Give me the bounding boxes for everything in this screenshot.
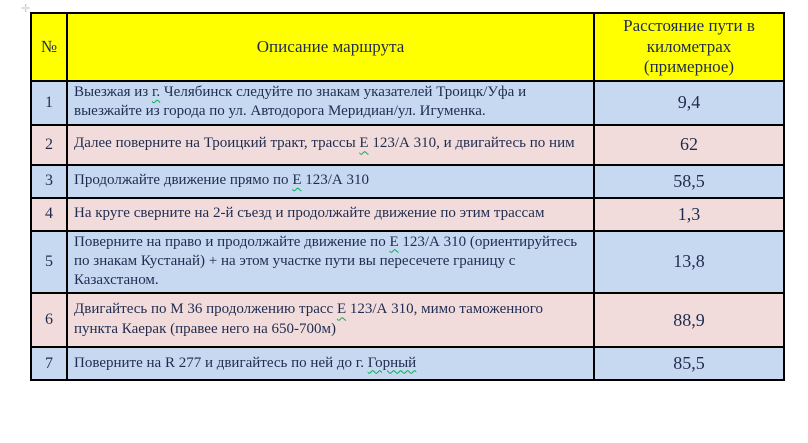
- route-description-cell: На круге сверните на 2-й съезд и продолж…: [66, 196, 595, 232]
- description-text: 123/А 310: [301, 171, 369, 188]
- route-description-cell: Продолжайте движение прямо по Е 123/А 31…: [66, 163, 595, 199]
- row-number-cell: 1: [30, 80, 68, 126]
- description-text: 123/А 310, мимо таможенного пункта Каера…: [74, 301, 544, 337]
- column-header-description: Описание маршрута: [66, 11, 595, 83]
- route-table: № Описание маршрута Расстояние пути в ки…: [30, 11, 785, 382]
- distance-cell: 13,8: [593, 229, 785, 295]
- row-number-cell: 6: [30, 292, 68, 349]
- spellcheck-flagged-word: Горный: [367, 354, 417, 371]
- table-row: 7 Поверните на R 277 и двигайтесь по ней…: [30, 346, 785, 382]
- distance-cell: 85,5: [593, 346, 785, 382]
- table-move-handle-icon[interactable]: ✛: [21, 3, 31, 15]
- distance-cell: 1,3: [593, 196, 785, 232]
- table-row: 4 На круге сверните на 2-й съезд и продо…: [30, 196, 785, 232]
- route-table-container: № Описание маршрута Расстояние пути в ки…: [30, 11, 785, 382]
- column-header-distance: Расстояние пути в километрах (примерное): [593, 11, 785, 83]
- distance-cell: 88,9: [593, 292, 785, 349]
- description-text: 123/А 310 (ориентируйтесь по знакам Куст…: [74, 233, 578, 288]
- spellcheck-flagged-word: Е: [292, 171, 302, 188]
- row-number-cell: 3: [30, 163, 68, 199]
- distance-cell: 9,4: [593, 80, 785, 126]
- description-text: Двигайтесь по М 36 продолжению трасс: [74, 301, 337, 318]
- route-description-cell: Поверните на право и продолжайте движени…: [66, 229, 595, 295]
- route-description-cell: Поверните на R 277 и двигайтесь по ней д…: [66, 346, 595, 382]
- row-number-cell: 2: [30, 123, 68, 166]
- table-header: № Описание маршрута Расстояние пути в ки…: [30, 11, 785, 83]
- description-text: Выезжая из: [74, 84, 152, 101]
- distance-cell: 58,5: [593, 163, 785, 199]
- route-description-cell: Далее поверните на Троицкий тракт, трасс…: [66, 123, 595, 166]
- description-text: Челябинск следуйте по знакам указателей …: [74, 84, 527, 120]
- table-body: 1 Выезжая из г. Челябинск следуйте по зн…: [30, 80, 785, 382]
- route-description-cell: Двигайтесь по М 36 продолжению трасс Е 1…: [66, 292, 595, 349]
- description-text: Далее поверните на Троицкий тракт, трасс…: [74, 135, 360, 152]
- route-description-cell: Выезжая из г. Челябинск следуйте по знак…: [66, 80, 595, 126]
- spellcheck-flagged-word: Е: [359, 135, 369, 152]
- table-row: 3 Продолжайте движение прямо по Е 123/А …: [30, 163, 785, 199]
- description-text: 123/А 310, и двигайтесь по ним: [368, 135, 575, 152]
- description-text: Поверните на право и продолжайте движени…: [74, 233, 390, 250]
- description-text: На круге сверните на 2-й съезд и продолж…: [74, 204, 545, 221]
- column-header-number: №: [30, 11, 68, 83]
- row-number-cell: 7: [30, 346, 68, 382]
- table-row: 2 Далее поверните на Троицкий тракт, тра…: [30, 123, 785, 166]
- table-row: 1 Выезжая из г. Челябинск следуйте по зн…: [30, 80, 785, 126]
- row-number-cell: 4: [30, 196, 68, 232]
- spellcheck-flagged-word: г.: [151, 84, 161, 101]
- spellcheck-flagged-word: Е: [336, 301, 347, 318]
- row-number-cell: 5: [30, 229, 68, 295]
- table-row: 5 Поверните на право и продолжайте движе…: [30, 229, 785, 295]
- header-row: № Описание маршрута Расстояние пути в ки…: [30, 11, 785, 83]
- spellcheck-flagged-word: Е: [389, 233, 399, 250]
- distance-cell: 62: [593, 123, 785, 166]
- description-text: Поверните на R 277 и двигайтесь по ней д…: [74, 354, 368, 371]
- table-row: 6 Двигайтесь по М 36 продолжению трасс Е…: [30, 292, 785, 349]
- description-text: Продолжайте движение прямо по: [74, 171, 293, 188]
